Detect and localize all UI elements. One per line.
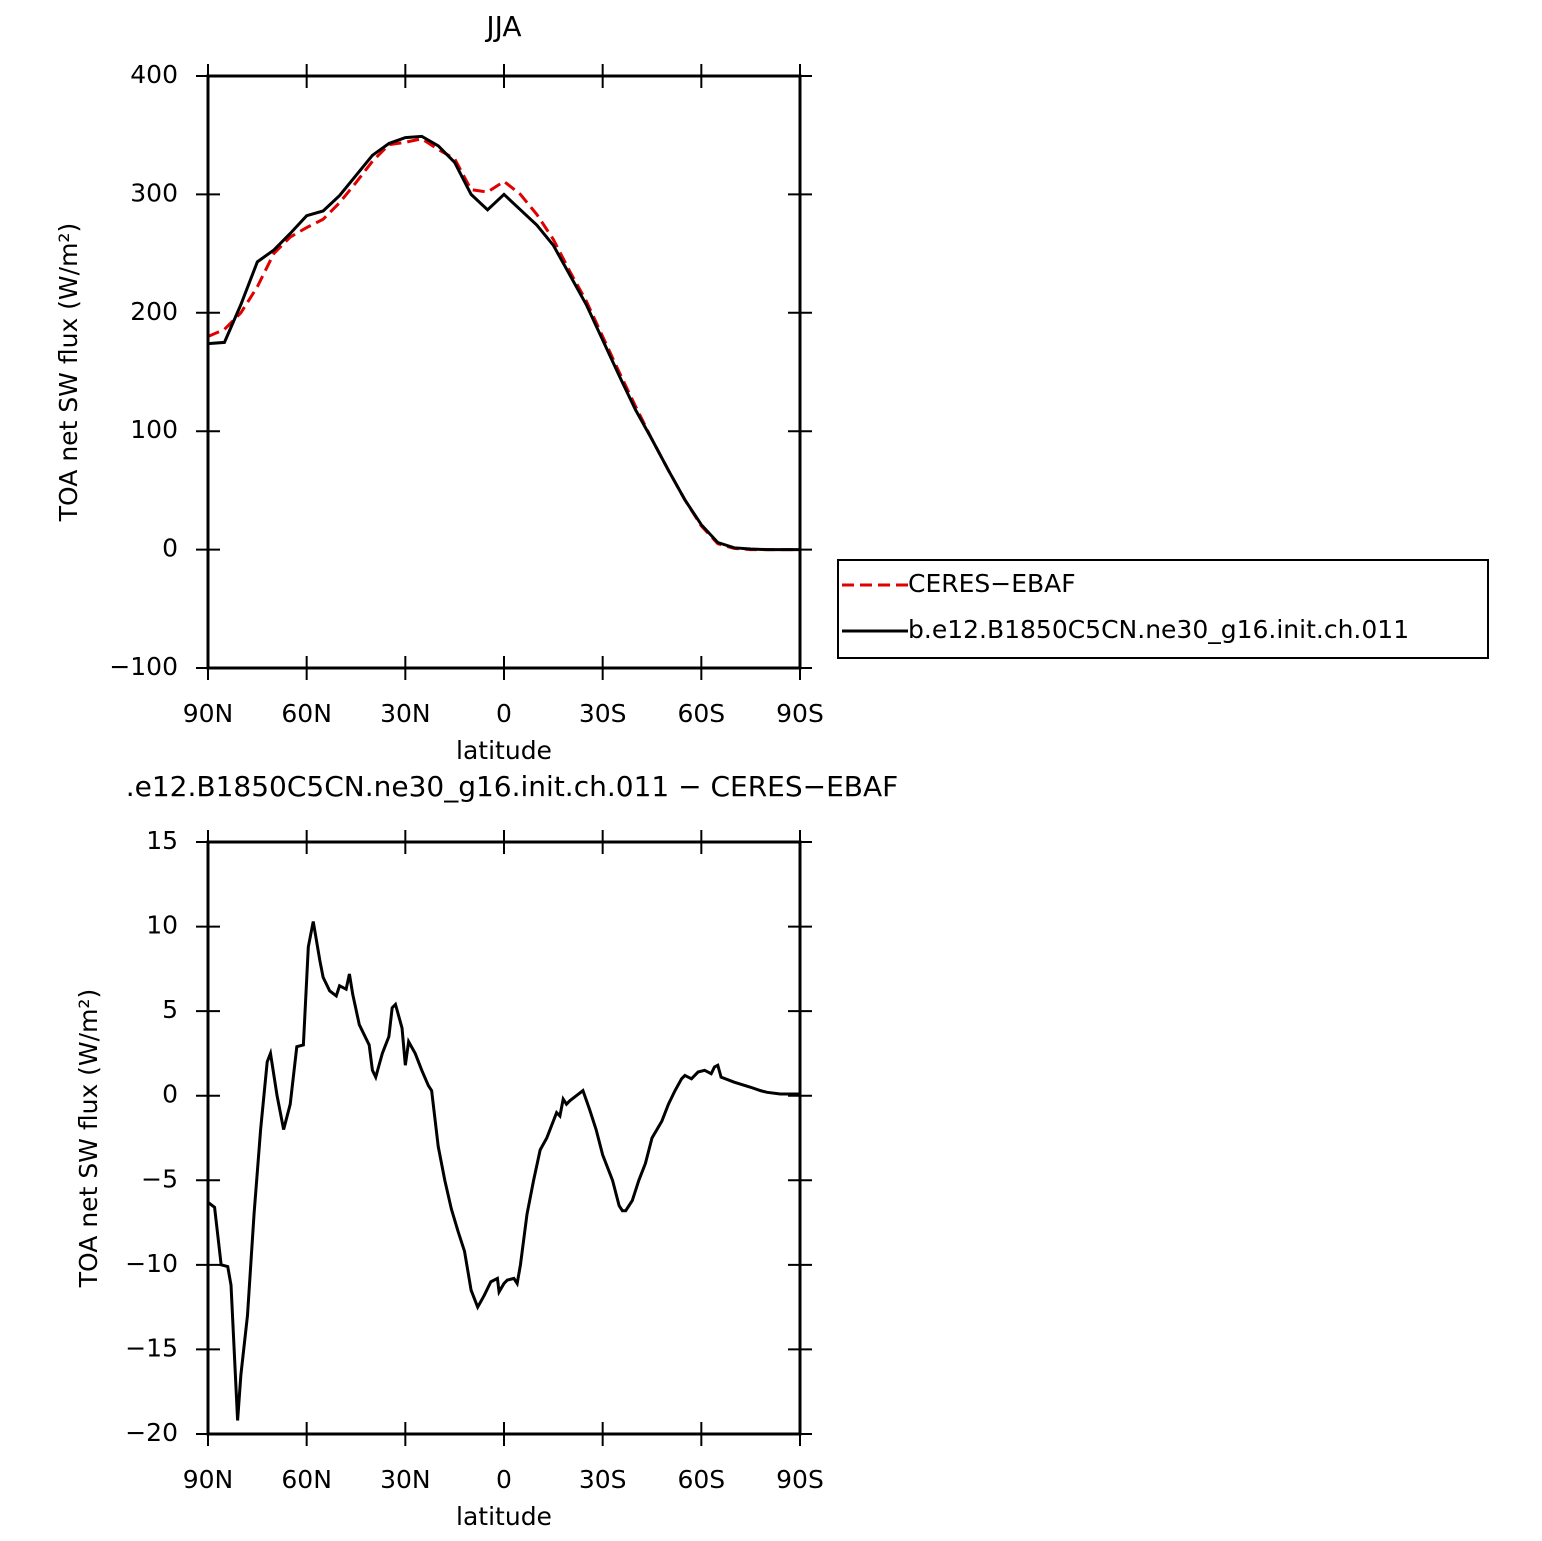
x-tick-label: 60S [677, 1465, 725, 1494]
x-axis-label: latitude [456, 1502, 552, 1531]
x-tick-label: 30S [579, 699, 627, 728]
x-tick-label: 30N [380, 1465, 431, 1494]
x-tick-label: 90S [776, 699, 824, 728]
y-tick-label: 300 [130, 178, 178, 207]
legend-box [837, 559, 1489, 659]
x-tick-label: 90N [183, 1465, 234, 1494]
y-tick-label: 400 [130, 60, 178, 89]
plot-frame [206, 74, 802, 670]
x-tick-label: 90N [183, 699, 234, 728]
chart-title: .e12.B1850C5CN.ne30_g16.init.ch.011 − CE… [126, 770, 899, 803]
x-tick-label: 60S [677, 699, 725, 728]
x-axis-label: latitude [456, 736, 552, 765]
x-tick-label: 60N [281, 699, 332, 728]
data-line [207, 137, 800, 552]
legend-label: CERES−EBAF [908, 569, 1076, 598]
x-tick-label: 30N [380, 699, 431, 728]
x-tick-label: 60N [281, 1465, 332, 1494]
x-tick-label: 30S [579, 1465, 627, 1494]
x-tick-label: 90S [776, 1465, 824, 1494]
y-tick-label: 100 [130, 415, 178, 444]
legend-label: b.e12.B1850C5CN.ne30_g16.init.ch.011 [908, 615, 1409, 644]
y-axis-label: TOA net SW flux (W/m²) [74, 989, 103, 1288]
chart-title: JJA [484, 10, 521, 43]
x-tick-label: 0 [496, 699, 512, 728]
plot-frame [206, 840, 802, 1436]
y-tick-label: −5 [141, 1164, 178, 1193]
y-tick-label: 0 [162, 534, 178, 563]
y-tick-label: 0 [162, 1080, 178, 1109]
y-tick-label: 10 [146, 911, 178, 940]
data-line [207, 921, 800, 1421]
data-line [207, 134, 800, 552]
y-tick-label: −100 [109, 652, 178, 681]
x-tick-label: 0 [496, 1465, 512, 1494]
y-tick-label: 15 [146, 826, 178, 855]
y-tick-label: −20 [125, 1418, 178, 1447]
y-tick-label: 5 [162, 995, 178, 1024]
y-axis-label: TOA net SW flux (W/m²) [54, 223, 83, 522]
y-tick-label: −10 [125, 1249, 178, 1278]
y-tick-label: −15 [125, 1333, 178, 1362]
y-tick-label: 200 [130, 297, 178, 326]
